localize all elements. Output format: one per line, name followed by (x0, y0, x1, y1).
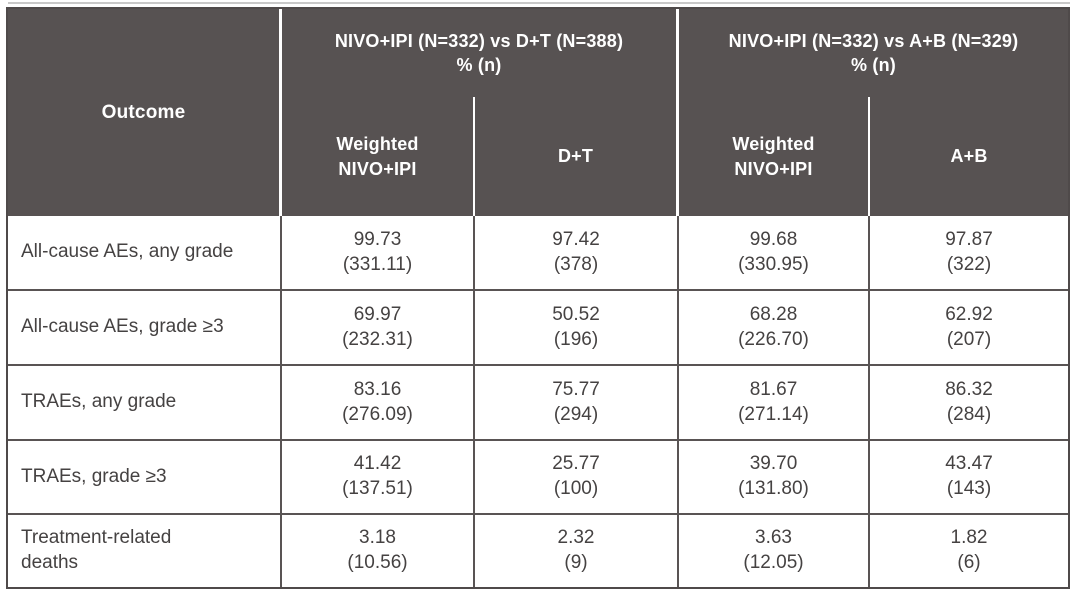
row-label-traes-any-grade: TRAEs, any grade (8, 366, 282, 441)
data-cell: 68.28 (226.70) (679, 291, 870, 366)
percent-value: 75.77 (552, 378, 600, 400)
n-value: (6) (957, 552, 981, 573)
percent-value: 41.42 (353, 453, 402, 475)
data-cell: 83.16 (276.09) (282, 366, 475, 441)
data-cell: 99.68 (330.95) (679, 216, 870, 291)
percent-value: 81.67 (749, 378, 798, 400)
n-value: (232.31) (342, 328, 413, 350)
n-value: (271.14) (738, 403, 809, 425)
n-value: (131.80) (738, 478, 809, 499)
data-cell: 81.67 (271.14) (679, 366, 870, 441)
row-label-all-cause-aes-any-grade: All-cause AEs, any grade (8, 216, 282, 291)
subcolumn-header-ab: A+B (870, 97, 1068, 216)
subcolumn-header-weighted-nivo-ipi-1: Weighted NIVO+IPI (282, 97, 475, 216)
group-header-title: NIVO+IPI (N=332) vs D+T (N=388) (334, 30, 624, 51)
percent-value: 83.16 (353, 378, 402, 400)
n-value: (294) (553, 403, 599, 425)
percent-value: 25.77 (552, 453, 600, 475)
outcomes-comparison-table: Outcome NIVO+IPI (N=332) vs D+T (N=388) … (6, 7, 1070, 589)
group-header-title: NIVO+IPI (N=332) vs A+B (N=329) (728, 30, 1019, 51)
percent-value: 99.73 (353, 228, 402, 250)
n-value: (143) (946, 478, 992, 499)
data-cell: 75.77 (294) (475, 366, 679, 441)
data-cell: 43.47 (143) (870, 441, 1068, 515)
data-cell: 25.77 (100) (475, 441, 679, 515)
percent-value: 2.32 (557, 527, 595, 549)
percent-value: 1.82 (950, 527, 988, 549)
n-value: (9) (564, 552, 588, 573)
percent-value: 50.52 (552, 303, 600, 325)
row-label-all-cause-aes-grade-ge3: All-cause AEs, grade ≥3 (8, 291, 282, 366)
data-cell: 50.52 (196) (475, 291, 679, 366)
top-rule (8, 2, 1070, 4)
data-cell: 97.87 (322) (870, 216, 1068, 291)
data-cell: 41.42 (137.51) (282, 441, 475, 515)
group-header-nivo-vs-dt: NIVO+IPI (N=332) vs D+T (N=388) % (n) (282, 9, 679, 97)
n-value: (196) (553, 328, 599, 350)
n-value: (284) (946, 403, 992, 425)
n-value: (322) (946, 253, 992, 275)
n-value: (100) (553, 478, 599, 499)
data-cell: 3.18 (10.56) (282, 515, 475, 587)
data-cell: 86.32 (284) (870, 366, 1068, 441)
percent-value: 3.18 (359, 527, 396, 549)
percent-value: 99.68 (749, 228, 798, 250)
n-value: (226.70) (738, 328, 809, 350)
n-value: (330.95) (738, 253, 809, 275)
row-label-traes-grade-ge3: TRAEs, grade ≥3 (8, 441, 282, 515)
percent-value: 97.87 (945, 228, 993, 250)
subcolumn-header-weighted-nivo-ipi-2: Weighted NIVO+IPI (679, 97, 870, 216)
data-cell: 1.82 (6) (870, 515, 1068, 587)
n-value: (276.09) (342, 403, 413, 425)
row-label-treatment-related-deaths: Treatment-related deaths (8, 515, 282, 587)
n-value: (207) (946, 328, 992, 350)
subcolumn-header-dt: D+T (475, 97, 679, 216)
n-value: (331.11) (342, 253, 413, 275)
data-cell: 2.32 (9) (475, 515, 679, 587)
percent-value: 39.70 (749, 453, 798, 475)
data-cell: 97.42 (378) (475, 216, 679, 291)
n-value: (12.05) (743, 552, 804, 573)
percent-value: 97.42 (552, 228, 600, 250)
group-header-unit: % (n) (851, 55, 896, 75)
data-cell: 39.70 (131.80) (679, 441, 870, 515)
n-value: (137.51) (342, 478, 413, 499)
group-header-nivo-vs-ab: NIVO+IPI (N=332) vs A+B (N=329) % (n) (679, 9, 1068, 97)
column-header-outcome: Outcome (8, 9, 282, 216)
n-value: (378) (553, 253, 599, 275)
percent-value: 68.28 (749, 303, 798, 325)
percent-value: 43.47 (945, 453, 993, 475)
percent-value: 62.92 (945, 303, 993, 325)
percent-value: 86.32 (945, 378, 993, 400)
data-cell: 99.73 (331.11) (282, 216, 475, 291)
percent-value: 69.97 (353, 303, 402, 325)
percent-value: 3.63 (755, 527, 792, 549)
data-cell: 69.97 (232.31) (282, 291, 475, 366)
group-header-unit: % (n) (456, 55, 502, 75)
data-cell: 3.63 (12.05) (679, 515, 870, 587)
n-value: (10.56) (347, 552, 408, 573)
data-cell: 62.92 (207) (870, 291, 1068, 366)
